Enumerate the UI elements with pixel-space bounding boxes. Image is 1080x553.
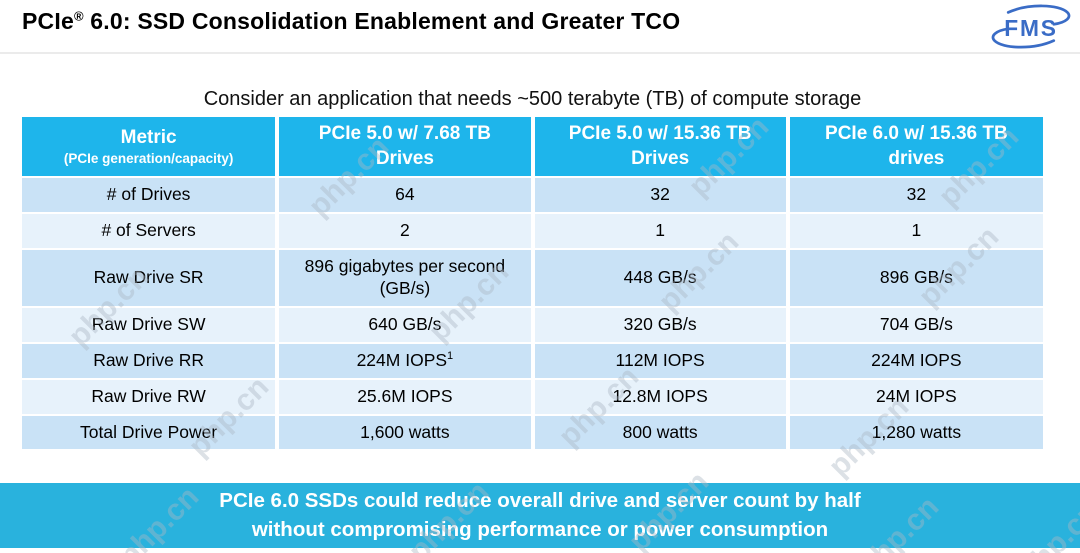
- title-divider: [0, 52, 1080, 54]
- row-label: # of Servers: [22, 213, 280, 251]
- table-row-drives: # of Drives 64 32 32: [22, 177, 1043, 215]
- table-cell: 448 GB/s: [532, 249, 790, 308]
- header-pcie5-768-line2: Drives: [375, 147, 434, 169]
- table-cell: 224M IOPS1: [277, 342, 535, 380]
- table-cell: 2: [277, 213, 535, 251]
- header-row: Metric (PCIe generation/capacity) PCIe 5…: [22, 117, 1043, 179]
- row-label: Raw Drive SR: [22, 249, 280, 308]
- header-pcie5-1536: PCIe 5.0 w/ 15.36 TB Drives: [532, 117, 790, 179]
- table-row-raw-drive-sr: Raw Drive SR 896 gigabytes per second (G…: [22, 249, 1043, 308]
- header-metric-title: Metric: [120, 126, 177, 148]
- table-cell: 12.8M IOPS: [532, 378, 790, 416]
- banner-line1: PCIe 6.0 SSDs could reduce overall drive…: [219, 488, 861, 512]
- header-pcie6-1536-line2: drives: [888, 147, 945, 169]
- table-cell: 704 GB/s: [787, 306, 1043, 344]
- table-cell: 896 gigabytes per second (GB/s): [277, 249, 535, 308]
- title-product: PCIe: [22, 8, 74, 34]
- row-label: # of Drives: [22, 177, 280, 215]
- comparison-table: Metric (PCIe generation/capacity) PCIe 5…: [22, 117, 1043, 452]
- table-header: Metric (PCIe generation/capacity) PCIe 5…: [22, 117, 1043, 179]
- table-cell: 640 GB/s: [277, 306, 535, 344]
- table-cell: 25.6M IOPS: [277, 378, 535, 416]
- table-cell: 800 watts: [532, 414, 790, 452]
- header-pcie6-1536: PCIe 6.0 w/ 15.36 TB drives: [787, 117, 1043, 179]
- page-title: PCIe® 6.0: SSD Consolidation Enablement …: [22, 8, 680, 35]
- table-cell: 1,280 watts: [787, 414, 1043, 452]
- table-row-servers: # of Servers 2 1 1: [22, 213, 1043, 251]
- table-row-raw-drive-sw: Raw Drive SW 640 GB/s 320 GB/s 704 GB/s: [22, 306, 1043, 344]
- fms-logo-icon: FMS: [991, 4, 1071, 49]
- row-label: Raw Drive SW: [22, 306, 280, 344]
- table-cell: 224M IOPS: [787, 342, 1043, 380]
- table-row-raw-drive-rr: Raw Drive RR 224M IOPS1 112M IOPS 224M I…: [22, 342, 1043, 380]
- table-cell: 896 GB/s: [787, 249, 1043, 308]
- row-label: Raw Drive RW: [22, 378, 280, 416]
- header-pcie5-1536-line1: PCIe 5.0 w/ 15.36 TB: [568, 123, 752, 144]
- table-cell: 64: [277, 177, 535, 215]
- banner-line2: without compromising performance or powe…: [251, 517, 829, 541]
- table-body: # of Drives 64 32 32 # of Servers 2 1 1 …: [22, 177, 1043, 452]
- title-rest: 6.0: SSD Consolidation Enablement and Gr…: [83, 8, 681, 34]
- row-label: Total Drive Power: [22, 414, 280, 452]
- fms-logo: FMS: [990, 2, 1072, 52]
- comparison-table-wrap: Metric (PCIe generation/capacity) PCIe 5…: [22, 117, 1043, 452]
- fms-logo-text: FMS: [1004, 15, 1058, 41]
- subtitle: Consider an application that needs ~500 …: [203, 88, 862, 110]
- cell-value: 224M IOPS: [356, 349, 448, 370]
- table-cell: 1: [787, 213, 1043, 251]
- table-row-raw-drive-rw: Raw Drive RW 25.6M IOPS 12.8M IOPS 24M I…: [22, 378, 1043, 416]
- table-cell: 112M IOPS: [532, 342, 790, 380]
- header-pcie5-768-line1: PCIe 5.0 w/ 7.68 TB: [318, 123, 491, 144]
- header-metric: Metric (PCIe generation/capacity): [22, 117, 280, 179]
- footnote-marker: 1: [447, 349, 454, 362]
- table-cell: 320 GB/s: [532, 306, 790, 344]
- takeaway-banner: PCIe 6.0 SSDs could reduce overall drive…: [0, 483, 1080, 548]
- table-cell: 32: [787, 177, 1043, 215]
- table-row-total-drive-power: Total Drive Power 1,600 watts 800 watts …: [22, 414, 1043, 452]
- table-cell: 32: [532, 177, 790, 215]
- registered-trademark-symbol: ®: [73, 8, 84, 24]
- row-label: Raw Drive RR: [22, 342, 280, 380]
- table-cell: 24M IOPS: [787, 378, 1043, 416]
- header-pcie6-1536-line1: PCIe 6.0 w/ 15.36 TB: [825, 123, 1008, 144]
- header-pcie5-1536-line2: Drives: [631, 147, 690, 169]
- header-pcie5-768: PCIe 5.0 w/ 7.68 TB Drives: [277, 117, 535, 179]
- table-cell: 1,600 watts: [277, 414, 535, 452]
- table-cell: 1: [532, 213, 790, 251]
- header-metric-subtitle: (PCIe generation/capacity): [63, 151, 234, 167]
